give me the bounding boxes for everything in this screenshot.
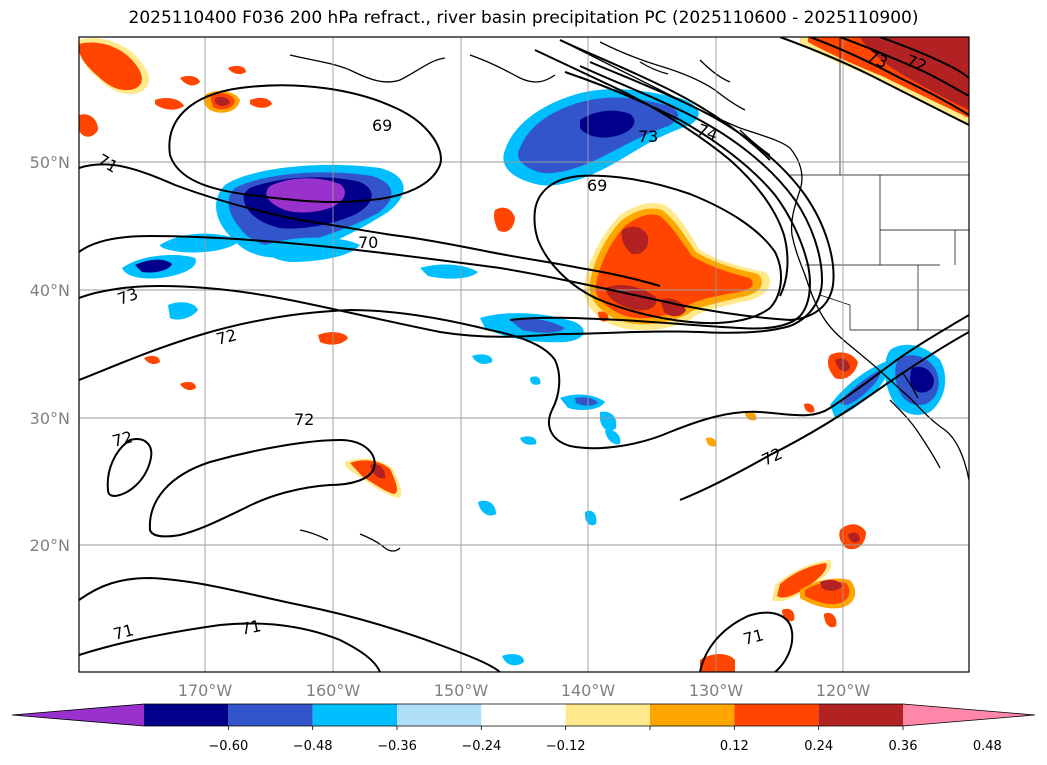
colorbar-cell [228,704,313,726]
colorbar-label: 0.12 [720,739,749,754]
colorbar-outline [11,703,1036,727]
refractivity-contours [79,37,969,672]
latitude-labels: 50°N 40°N 30°N 20°N [30,153,70,555]
colorbar-cell [650,704,735,726]
colorbar-label: 0.48 [973,739,1002,754]
colorbar-label: −0.12 [546,739,586,754]
colorbar-label: −0.36 [377,739,417,754]
lat-label: 40°N [30,281,70,300]
colorbar-label: 0.24 [804,739,833,754]
contour-label: 70 [358,233,378,252]
colorbar-cell [481,704,566,726]
colorbar-label: −0.60 [208,739,248,754]
colorbar-cell [818,704,903,726]
longitude-labels: 170°W 160°W 150°W 140°W 130°W 120°W [178,681,871,700]
lat-label: 20°N [30,536,70,555]
colorbar-cell [734,704,819,726]
colorbar-label: −0.48 [293,739,333,754]
contour-label: 69 [587,176,607,195]
lon-label: 160°W [306,681,361,700]
lat-label: 50°N [30,153,70,172]
figure-title: 2025110400 F036 200 hPa refract., river … [128,8,919,28]
colorbar-cell [397,704,482,726]
map-frame [78,36,970,673]
contour-label: 71 [239,616,263,639]
lon-label: 150°W [434,681,489,700]
colorbar-label: −0.24 [461,739,501,754]
contour-label: 72 [110,427,135,451]
contour-label: 69 [372,116,392,135]
colorbar-cell [565,704,650,726]
colorbar-extend-high [903,704,1035,726]
lat-label: 30°N [30,409,70,428]
contour-label: 71 [111,620,136,644]
contour-label: 72 [214,325,239,349]
colorbar-label: 0.36 [889,739,918,754]
negative-anomaly-fill [122,89,946,666]
colorbar: −0.60 −0.48 −0.36 −0.24 −0.12 0.12 0.24 0.36 0.4… [11,703,1036,754]
boundary-lines [790,37,969,331]
colorbar-cell [312,704,397,726]
contour-label: 73 [638,127,658,146]
lon-label: 140°W [561,681,616,700]
map-area: 69 71 73 70 72 72 72 73 74 69 72 73 72 7… [79,37,969,672]
colorbar-extend-low [12,704,144,726]
colorbar-cell [144,704,229,726]
positive-anomaly-fill [79,37,969,672]
lon-label: 120°W [816,681,871,700]
lon-label: 130°W [689,681,744,700]
contour-label: 72 [294,410,314,429]
contour-label: 71 [741,625,766,649]
lon-label: 170°W [178,681,233,700]
